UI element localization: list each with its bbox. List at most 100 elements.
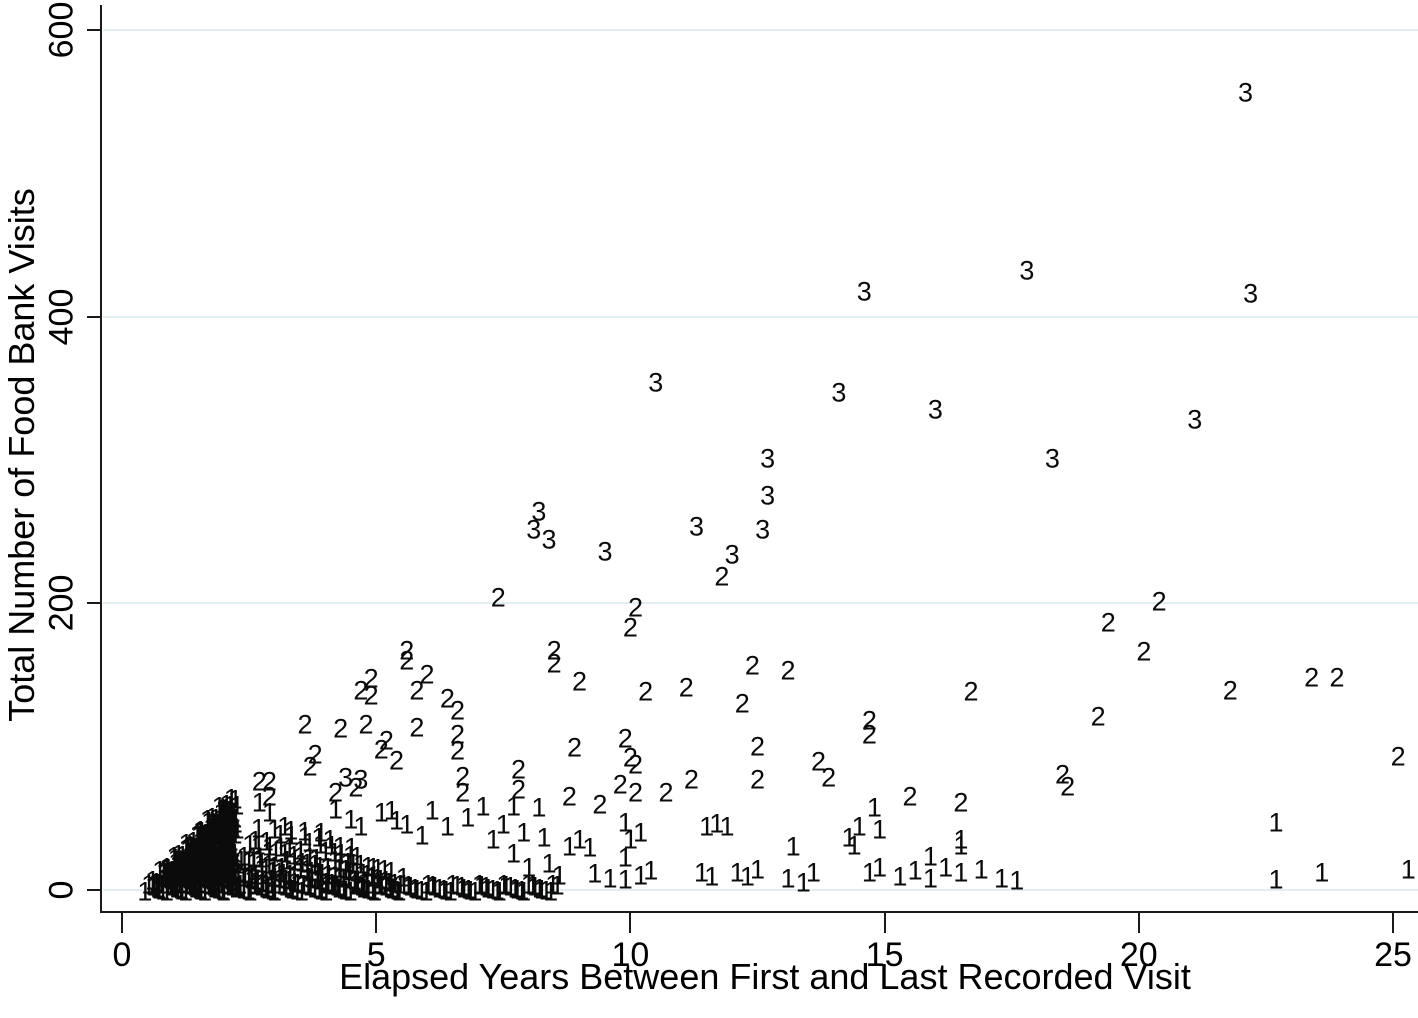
data-point-marker-1: 1 xyxy=(183,870,199,901)
data-point-marker-1: 1 xyxy=(471,869,487,900)
data-point-marker-1: 1 xyxy=(196,827,212,858)
data-point-marker-1: 1 xyxy=(200,864,216,895)
data-point-marker-1: 1 xyxy=(216,876,232,907)
data-point-marker-1: 1 xyxy=(292,835,308,866)
data-point-marker-1: 1 xyxy=(253,871,269,902)
data-point-marker-1: 1 xyxy=(201,806,217,837)
data-point-marker-1: 1 xyxy=(192,815,208,846)
data-point-marker-1: 1 xyxy=(355,868,371,899)
data-point-marker-2: 2 xyxy=(963,676,979,707)
x-tick-label-20: 20 xyxy=(1119,936,1158,974)
data-point-marker-1: 1 xyxy=(188,849,204,880)
x-axis-line xyxy=(100,911,1418,913)
data-point-marker-1: 1 xyxy=(622,824,638,855)
data-point-marker-2: 2 xyxy=(1151,586,1167,617)
data-point-marker-1: 1 xyxy=(340,847,356,878)
data-point-marker-1: 1 xyxy=(200,840,216,871)
data-point-marker-1: 1 xyxy=(301,862,317,893)
data-point-marker-1: 1 xyxy=(349,867,365,898)
data-point-marker-1: 1 xyxy=(872,814,888,845)
data-point-marker-1: 1 xyxy=(480,873,496,904)
data-point-marker-2: 2 xyxy=(1329,662,1345,693)
data-point-marker-2: 2 xyxy=(363,680,379,711)
data-point-marker-1: 1 xyxy=(953,857,969,888)
data-point-marker-1: 1 xyxy=(252,843,268,874)
data-point-marker-1: 1 xyxy=(400,870,416,901)
x-tick-0 xyxy=(121,913,123,933)
data-point-marker-2: 2 xyxy=(261,781,277,812)
data-point-marker-1: 1 xyxy=(317,836,333,867)
data-point-marker-1: 1 xyxy=(372,864,388,895)
data-point-marker-2: 2 xyxy=(1136,636,1152,667)
data-point-marker-1: 1 xyxy=(221,870,237,901)
data-point-marker-1: 1 xyxy=(190,820,206,851)
data-point-marker-1: 1 xyxy=(195,846,211,877)
data-point-marker-1: 1 xyxy=(502,871,518,902)
data-point-marker-1: 1 xyxy=(209,844,225,875)
data-point-marker-2: 2 xyxy=(592,789,608,820)
data-point-marker-1: 1 xyxy=(633,817,649,848)
data-point-marker-1: 1 xyxy=(271,869,287,900)
data-point-marker-1: 1 xyxy=(216,794,232,825)
data-point-marker-1: 1 xyxy=(207,873,223,904)
data-point-marker-1: 1 xyxy=(516,876,532,907)
data-point-marker-3: 3 xyxy=(597,536,613,567)
data-point-marker-1: 1 xyxy=(277,838,293,869)
data-point-marker-1: 1 xyxy=(324,870,340,901)
data-point-marker-1: 1 xyxy=(209,868,225,899)
data-point-marker-1: 1 xyxy=(212,804,228,835)
data-point-marker-1: 1 xyxy=(283,820,299,851)
data-point-marker-1: 1 xyxy=(199,824,215,855)
data-point-marker-1: 1 xyxy=(462,875,478,906)
data-point-marker-1: 1 xyxy=(633,860,649,891)
data-point-marker-1: 1 xyxy=(343,804,359,835)
data-point-marker-3: 3 xyxy=(1243,278,1259,309)
data-point-marker-2: 2 xyxy=(353,675,369,706)
data-point-marker-1: 1 xyxy=(355,858,371,889)
data-point-marker-1: 1 xyxy=(222,801,238,832)
data-point-marker-1: 1 xyxy=(223,841,239,872)
data-point-marker-1: 1 xyxy=(267,876,283,907)
data-point-marker-1: 1 xyxy=(312,865,328,896)
data-point-marker-1: 1 xyxy=(302,842,318,873)
data-point-marker-1: 1 xyxy=(311,874,327,905)
data-point-marker-1: 1 xyxy=(160,869,176,900)
data-point-marker-2: 2 xyxy=(622,612,638,643)
data-point-marker-2: 2 xyxy=(861,719,877,750)
data-point-marker-1: 1 xyxy=(314,858,330,889)
data-point-marker-1: 1 xyxy=(358,869,374,900)
data-point-marker-2: 2 xyxy=(297,709,313,740)
data-point-marker-1: 1 xyxy=(204,802,220,833)
data-point-marker-1: 1 xyxy=(442,876,458,907)
data-point-marker-1: 1 xyxy=(169,873,185,904)
data-point-marker-1: 1 xyxy=(370,853,386,884)
data-point-marker-1: 1 xyxy=(206,813,222,844)
data-point-marker-1: 1 xyxy=(296,816,313,847)
data-point-marker-1: 1 xyxy=(336,874,352,905)
data-point-marker-1: 1 xyxy=(1268,864,1284,895)
data-point-marker-1: 1 xyxy=(213,845,229,876)
data-point-marker-1: 1 xyxy=(278,864,294,895)
data-point-marker-1: 1 xyxy=(312,829,328,860)
data-point-marker-1: 1 xyxy=(204,865,220,896)
data-point-marker-1: 1 xyxy=(205,867,222,898)
data-point-marker-1: 1 xyxy=(272,819,288,850)
data-point-marker-1: 1 xyxy=(602,863,618,894)
data-point-marker-1: 1 xyxy=(420,869,436,900)
data-point-marker-1: 1 xyxy=(208,819,224,850)
data-point-marker-1: 1 xyxy=(216,833,232,864)
x-tick-label-15: 15 xyxy=(865,936,904,974)
data-point-marker-1: 1 xyxy=(521,852,537,883)
data-point-marker-1: 1 xyxy=(208,814,224,845)
data-point-marker-3: 3 xyxy=(1019,255,1035,286)
data-point-marker-1: 1 xyxy=(170,839,186,870)
data-point-marker-1: 1 xyxy=(227,862,243,893)
data-point-marker-1: 1 xyxy=(178,863,194,894)
data-point-marker-2: 2 xyxy=(389,745,405,776)
data-point-marker-2: 2 xyxy=(546,635,562,666)
data-point-marker-1: 1 xyxy=(425,870,441,901)
data-point-marker-1: 1 xyxy=(300,870,316,901)
data-point-marker-2: 2 xyxy=(450,735,466,766)
data-point-marker-2: 2 xyxy=(333,713,349,744)
data-point-marker-1: 1 xyxy=(533,874,549,905)
